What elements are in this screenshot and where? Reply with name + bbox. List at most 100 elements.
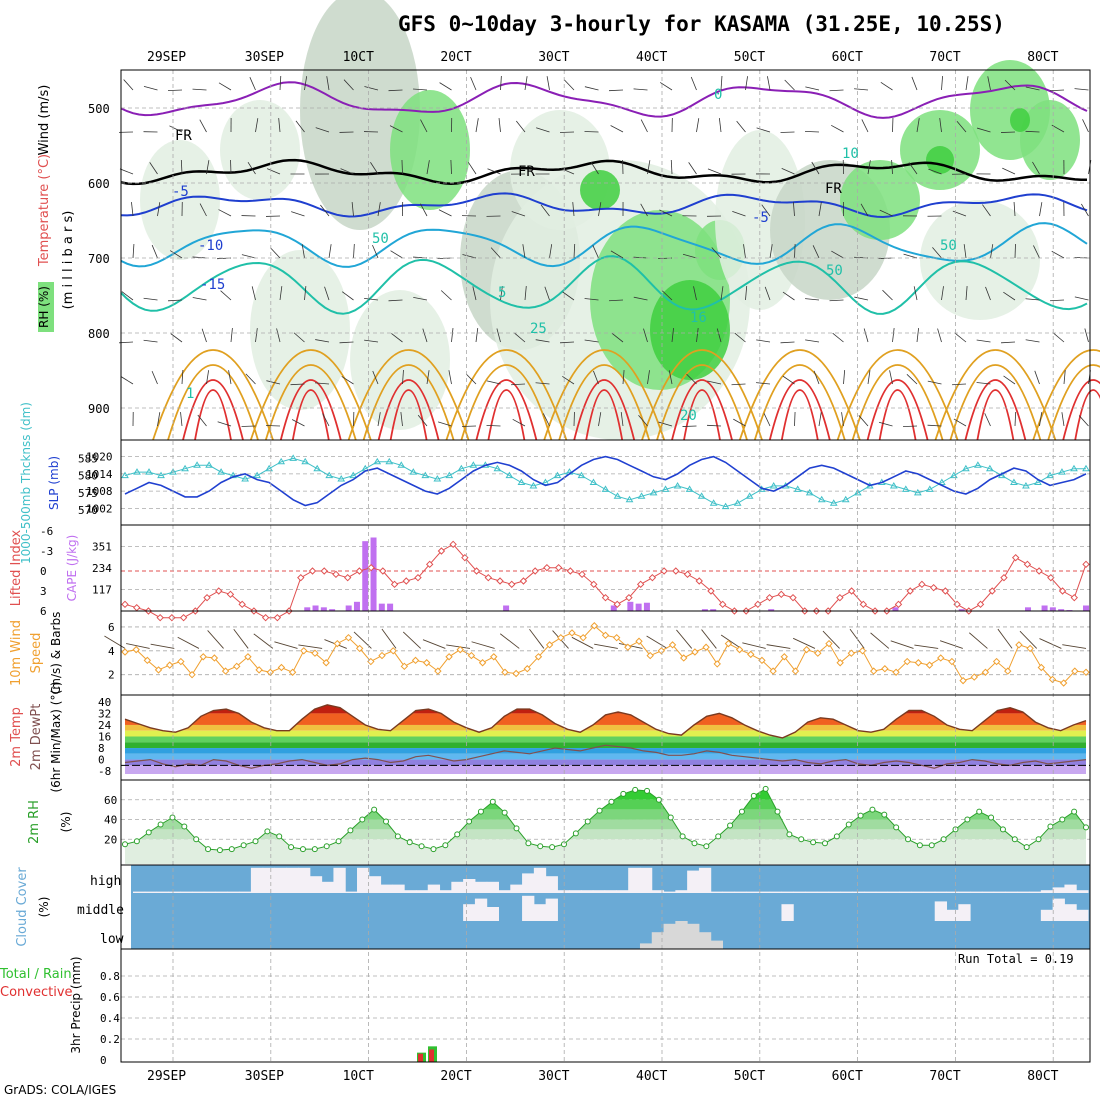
li-tick: -3 [40,545,53,558]
lifted-index-line-point [1082,560,1090,569]
thickness-line-point [373,457,382,465]
wind10-barb [1039,638,1062,649]
wind-barb [564,79,575,91]
temp-tick: 8 [98,742,105,755]
wind-speed-line-point [624,643,632,651]
time-label-top: 20CT [440,50,471,65]
time-label-bottom: 60CT [832,1069,863,1084]
lifted-index-line-point [156,613,164,622]
wind10-barb [298,644,323,649]
lifted-index-line-point [531,567,539,575]
rh2m-line-point [738,808,745,815]
rh-tick: 40 [104,814,117,827]
cloud-high-bar [981,891,995,893]
wind-barb [245,373,256,385]
wind-barb [486,380,501,385]
rh-legend-swatch [38,282,54,332]
cloud-high-bar [970,891,983,893]
lifted-index-line-point [179,613,188,622]
thickness-line-point [1058,468,1066,475]
thickness-line-point [817,495,826,503]
wind-barb [640,119,648,133]
thickness-line-point [325,471,334,479]
thickness-line-point [469,461,478,468]
wind-barb [811,161,820,175]
wind-speed-line-point [456,645,464,654]
cloud-high-bar [816,891,830,893]
cloud-low-bar [639,943,653,949]
wind-barb [1061,412,1065,427]
wind-barb [123,79,134,91]
temp-band-8 [125,759,1086,766]
rh2m-line-point [703,843,710,850]
wind-barb [167,89,183,92]
wind10-barb [1062,644,1087,649]
wind-barb [573,243,576,259]
wind-speed-line-point [769,667,777,675]
wind-barb [524,76,528,91]
lifted-index-line-point [203,593,211,602]
wind-barb [496,328,501,343]
wind-speed-line-point [199,653,207,661]
precip-conv-bar [429,1049,434,1062]
wind-barb [745,286,748,301]
rh-band-5 [125,839,1086,864]
cloud-high-bar [368,876,382,893]
cloud-high-bar [557,890,570,893]
slp-line [124,455,1087,507]
time-label-bottom: 50CT [734,1069,765,1084]
warm-contour-8-1 [949,364,1042,441]
cloud-high-bar [474,881,488,893]
wind-barb [745,76,748,91]
wind-speed-line-point [724,639,733,648]
wind-barb [121,291,134,301]
rh2m-line-point [667,814,674,821]
wind-barb [976,339,991,343]
thickness-line-point [337,475,346,482]
wind-barb [278,118,281,133]
wind10-barb [646,635,668,649]
cloud-middle-bar [545,898,558,921]
cape-bar [304,607,311,611]
cloud-high-bar [958,891,971,893]
rh2m-line-point [572,830,579,837]
wind-barb [733,418,746,427]
slp-tick: 1020 [86,451,113,464]
cloud-high-bar [357,867,370,893]
thickness-line-point [517,478,526,485]
wind-barb [854,296,869,301]
wind10-barb [720,634,742,649]
rh2m-line-point [525,840,532,847]
wind-speed-line-point [881,665,889,673]
wind-barb [230,328,233,343]
cloud-low-bar [687,923,700,949]
lifted-index-line-point [566,567,575,575]
wind-barb [658,421,673,427]
cloud-high-bar [604,890,617,893]
warm-contour-0-3 [194,389,232,441]
wind10-barb [422,639,446,649]
wind-speed-line-point [612,633,621,642]
thickness-line-point [637,492,646,499]
grads-credit: GrADS: COLA/IGES [4,1083,117,1097]
wind-barb [718,118,722,133]
wind-speed-line-point [1015,641,1023,649]
wind-barb [279,286,283,301]
thickness-line-point [301,457,310,465]
rh2m-line-point [228,846,235,853]
wind-barb [536,127,550,133]
temp-tick: 32 [98,707,111,720]
thickness-line-point [205,461,213,468]
wind-speed-line-point [545,641,554,649]
wind-speed-line-point [590,622,599,630]
wind-barb [732,210,746,217]
thickness-line-point [241,475,250,482]
wind-barb [647,160,651,175]
wind-barb [440,290,452,301]
wind-barb [372,370,379,385]
lifted-index-line-point [976,600,985,609]
cape-bar [701,609,708,611]
wind-barb [535,339,550,343]
warm-contour-7-0 [836,349,959,441]
rh2m-line-point [216,847,223,854]
